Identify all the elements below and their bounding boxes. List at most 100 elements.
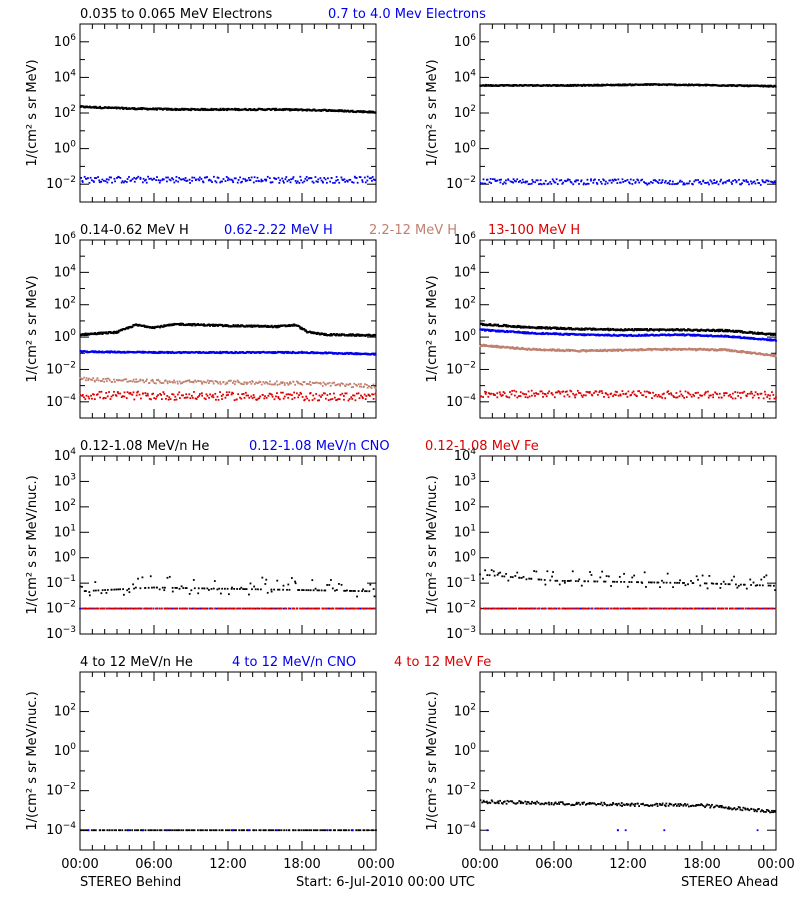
data-point (606, 350, 609, 353)
data-point (266, 591, 269, 594)
data-point (513, 347, 516, 350)
data-point (319, 177, 322, 179)
data-point (336, 109, 339, 112)
data-point (89, 176, 92, 179)
data-point (126, 380, 129, 383)
data-point (661, 393, 664, 396)
data-point (132, 583, 135, 586)
data-point (296, 607, 299, 610)
data-point (653, 83, 656, 86)
y-tick-label: 10−2 (46, 600, 76, 617)
data-point (190, 589, 193, 592)
data-point (191, 396, 194, 399)
data-point (105, 106, 108, 109)
data-point (145, 181, 148, 184)
data-point (320, 396, 322, 398)
data-point (243, 588, 246, 590)
data-point (282, 607, 285, 610)
data-point (239, 176, 241, 179)
data-point (251, 397, 254, 400)
y-tick-label: 101 (54, 523, 76, 540)
data-point (293, 391, 296, 394)
series-black (479, 83, 777, 88)
data-point (113, 390, 115, 393)
data-point (255, 180, 258, 183)
data-point (101, 332, 104, 335)
plot-frame (79, 23, 377, 203)
data-point (123, 395, 126, 398)
data-point (544, 179, 547, 182)
data-point (157, 378, 159, 381)
data-point (768, 353, 771, 356)
data-point (141, 181, 144, 184)
data-point (178, 323, 181, 326)
data-point (160, 382, 163, 385)
data-point (730, 349, 733, 352)
data-point (193, 176, 196, 179)
data-point (114, 180, 116, 183)
data-point (184, 177, 187, 179)
legend-row-protons: 0.14-0.62 MeV H 0.62-2.22 MeV H 2.2-12 M… (80, 223, 580, 238)
data-point (286, 588, 288, 591)
data-point (556, 84, 559, 87)
data-point (118, 176, 120, 179)
data-point (690, 329, 693, 332)
data-point (313, 607, 315, 610)
data-point (304, 177, 307, 180)
data-point (757, 393, 759, 396)
data-point (156, 176, 158, 178)
data-point (309, 384, 312, 386)
data-point (95, 177, 98, 179)
data-point (247, 394, 249, 397)
data-point (108, 379, 111, 382)
data-point (333, 396, 336, 399)
data-point (351, 333, 354, 336)
data-point (172, 178, 175, 181)
data-point (302, 607, 305, 610)
data-point (195, 398, 198, 400)
y-tick-label: 106 (454, 231, 477, 248)
data-point (694, 348, 697, 351)
data-point (210, 379, 213, 382)
data-point (554, 391, 557, 394)
data-point (81, 378, 84, 380)
data-point (242, 393, 245, 395)
data-point (570, 84, 573, 87)
data-point (661, 349, 664, 352)
data-point (295, 182, 298, 184)
data-point (200, 323, 203, 326)
data-point (570, 390, 573, 393)
data-point (228, 391, 231, 394)
data-point (606, 182, 609, 185)
data-point (136, 108, 139, 111)
data-point (288, 179, 290, 181)
data-point (717, 335, 720, 338)
data-point (163, 589, 166, 592)
series-blue (80, 175, 376, 184)
data-point (126, 391, 129, 394)
data-point (568, 395, 571, 398)
data-point (334, 334, 337, 337)
data-point (163, 107, 166, 110)
data-point (363, 334, 366, 337)
data-point (123, 181, 125, 184)
data-point (216, 395, 219, 398)
data-point (193, 322, 196, 325)
data-point (728, 335, 731, 338)
data-point (109, 607, 112, 610)
data-point (197, 592, 200, 595)
data-point (357, 590, 360, 592)
data-point (609, 327, 612, 330)
data-point (525, 180, 527, 183)
data-point (269, 393, 272, 395)
data-point (269, 380, 271, 383)
data-point (637, 179, 640, 182)
data-point (101, 178, 104, 181)
data-point (226, 587, 229, 590)
data-point (627, 390, 630, 393)
data-point (154, 397, 157, 400)
data-point (481, 324, 484, 327)
data-point (297, 381, 299, 384)
data-point (293, 108, 296, 111)
data-point (637, 349, 640, 352)
